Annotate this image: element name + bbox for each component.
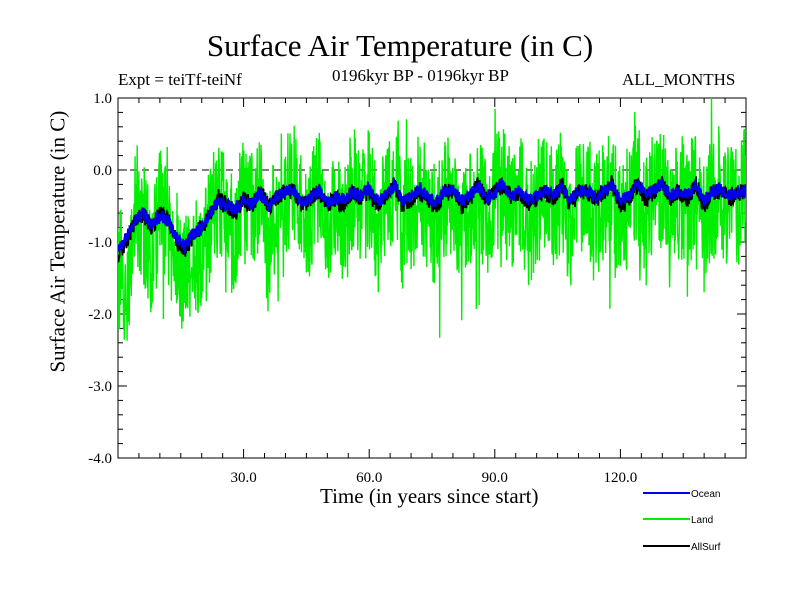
series-line-land	[118, 98, 746, 341]
legend-label-allsurf: AllSurf	[691, 542, 721, 553]
experiment-label: Expt = teiTf-teiNf	[118, 70, 242, 89]
months-label: ALL_MONTHS	[622, 70, 736, 89]
x-tick-label: 30.0	[230, 470, 256, 486]
x-tick-label: 90.0	[482, 470, 508, 486]
y-tick-label: 1.0	[93, 91, 112, 107]
period-label: 0196kyr BP - 0196kyr BP	[332, 66, 509, 85]
x-tick-label: 60.0	[356, 470, 382, 486]
y-tick-label: 0.0	[93, 163, 112, 179]
y-tick-label: -1.0	[88, 235, 112, 251]
chart-title: Surface Air Temperature (in C)	[206, 28, 594, 63]
legend-label-land: Land	[691, 515, 713, 526]
y-tick-label: -4.0	[88, 451, 112, 467]
x-axis-label: Time (in years since start)	[320, 484, 539, 508]
y-tick-label: -2.0	[88, 307, 112, 323]
y-tick-label: -3.0	[88, 379, 112, 395]
x-tick-label: 120.0	[604, 470, 638, 486]
legend-label-ocean: Ocean	[691, 489, 720, 500]
series-line-ocean	[118, 178, 746, 255]
